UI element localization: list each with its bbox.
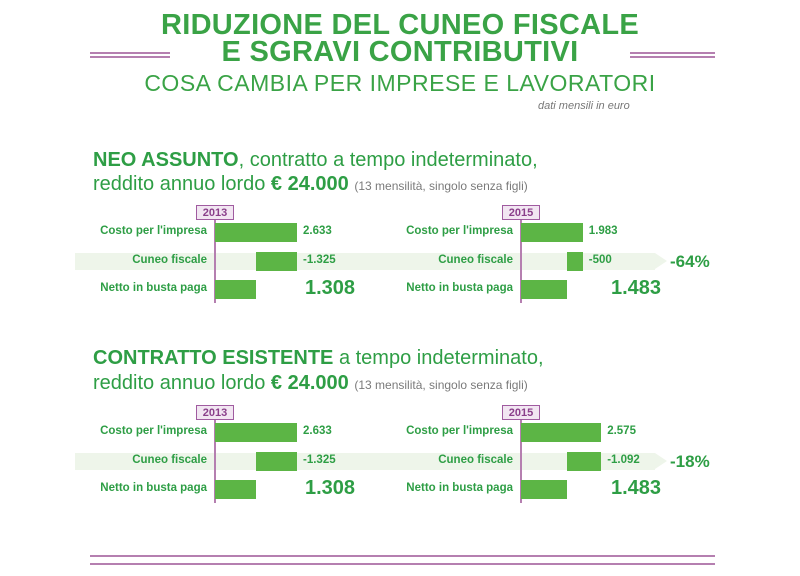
section-2-wedge-band: [75, 453, 655, 470]
section-1-2015-bar-net: [521, 279, 568, 299]
section-1-2015-value-wedge: -500: [588, 254, 612, 266]
section-1-2013-value-net: 1.308: [305, 277, 356, 299]
section-2-2013-year-badge: 2013: [196, 405, 234, 420]
section-2-2013-label-wedge: Cuneo fiscale: [132, 454, 207, 466]
section-2-subtitle: reddito annuo lordo € 24.000 (13 mensili…: [93, 370, 528, 398]
section-2-2013-bar-cost: [215, 422, 297, 442]
section-1-2015-bar-cost: [521, 222, 583, 242]
section-1-2013-label-cost: Costo per l'impresa: [100, 225, 207, 237]
section-1-2013-label-net: Netto in busta paga: [100, 282, 207, 294]
section-2-2013-value-wedge: -1.325: [303, 454, 336, 466]
section-2-2015-axis: [520, 420, 522, 503]
units-note: dati mensili in euro: [538, 100, 630, 112]
section-2-2015-label-cost: Costo per l'impresa: [406, 425, 513, 437]
section-2-change-label: -18%: [670, 452, 710, 471]
bottom-rule-1: [90, 555, 715, 557]
section-1-2013-bar-cost: [215, 222, 297, 242]
section-2-title: CONTRATTO ESISTENTE a tempo indeterminat…: [93, 345, 544, 371]
section-1-2013-bar-net: [215, 279, 256, 299]
title-rule-left: [90, 52, 170, 54]
section-2-income-note: (13 mensilità, singolo senza figli): [354, 378, 528, 392]
section-1-2015-label-net: Netto in busta paga: [406, 282, 513, 294]
section-1-2013-value-wedge: -1.325: [303, 254, 336, 266]
section-2-2015-value-cost: 2.575: [607, 425, 636, 437]
section-1-title: NEO ASSUNTO, contratto a tempo indetermi…: [93, 147, 538, 173]
section-1-wedge-band: [75, 253, 655, 270]
section-1-2015-axis: [520, 220, 522, 303]
section-1-2015-value-cost: 1.983: [588, 225, 618, 237]
section-1-2013-year-badge: 2013: [196, 205, 234, 220]
section-1-2015-label-wedge: Cuneo fiscale: [438, 254, 513, 266]
section-2-2013-value-cost: 2.633: [303, 425, 332, 437]
section-1-income-value: € 24.000: [270, 173, 349, 195]
section-1-income-label: reddito annuo lordo: [93, 173, 271, 195]
section-1-title-bold: NEO ASSUNTO: [93, 149, 239, 171]
section-1-2013-axis: [214, 220, 216, 303]
section-2-2015-value-wedge: -1.092: [607, 454, 640, 466]
section-1-2015-value-net: 1.483: [611, 277, 662, 299]
section-2-2013-bar-wedge: [255, 451, 297, 471]
section-2-income-label: reddito annuo lordo: [93, 372, 271, 394]
section-2-2015-bar-net: [521, 479, 568, 499]
section-2-title-bold: CONTRATTO ESISTENTE: [93, 347, 334, 369]
section-2-2013-bar-net: [215, 479, 256, 499]
section-1-2013-bar-wedge: [255, 251, 297, 271]
section-2-2015-bar-wedge: [567, 451, 602, 471]
section-1-wedge-arrow: [655, 253, 667, 269]
section-1-2015-year-badge: 2015: [502, 205, 540, 220]
bottom-rule-2: [90, 563, 715, 565]
section-1-2013-label-wedge: Cuneo fiscale: [132, 254, 207, 266]
section-2-2013-value-net: 1.308: [305, 477, 356, 499]
section-2-2015-value-net: 1.483: [611, 477, 662, 499]
section-2-income-value: € 24.000: [270, 372, 349, 394]
section-1-title-rest: , contratto a tempo indeterminato,: [238, 149, 538, 171]
title-line-1: RIDUZIONE DEL CUNEO FISCALE: [160, 9, 640, 41]
section-1-2015-bar-wedge: [567, 251, 583, 271]
section-2-2013-label-cost: Costo per l'impresa: [100, 425, 207, 437]
section-2-2015-year-badge: 2015: [502, 405, 540, 420]
section-1-2013-value-cost: 2.633: [303, 225, 332, 237]
section-1-income-note: (13 mensilità, singolo senza figli): [354, 179, 528, 193]
section-2-2013-label-net: Netto in busta paga: [100, 482, 207, 494]
title-line-2: E SGRAVI CONTRIBUTIVI: [221, 36, 579, 68]
section-1-change-label: -64%: [670, 252, 710, 271]
section-1-subtitle: reddito annuo lordo € 24.000 (13 mensili…: [93, 171, 528, 199]
subtitle: COSA CAMBIA PER IMPRESE E LAVORATORI: [144, 70, 656, 96]
title-rule-right: [630, 52, 715, 54]
section-2-2015-bar-cost: [521, 422, 602, 442]
section-2-title-rest: a tempo indeterminato,: [333, 347, 544, 369]
section-1-2015-label-cost: Costo per l'impresa: [406, 225, 513, 237]
section-2-wedge-arrow: [655, 453, 667, 469]
section-2-2015-label-net: Netto in busta paga: [406, 482, 513, 494]
title-rule-left-2: [90, 56, 170, 58]
section-2-2013-axis: [214, 420, 216, 503]
title-rule-right-2: [630, 56, 715, 58]
section-2-2015-label-wedge: Cuneo fiscale: [438, 454, 513, 466]
